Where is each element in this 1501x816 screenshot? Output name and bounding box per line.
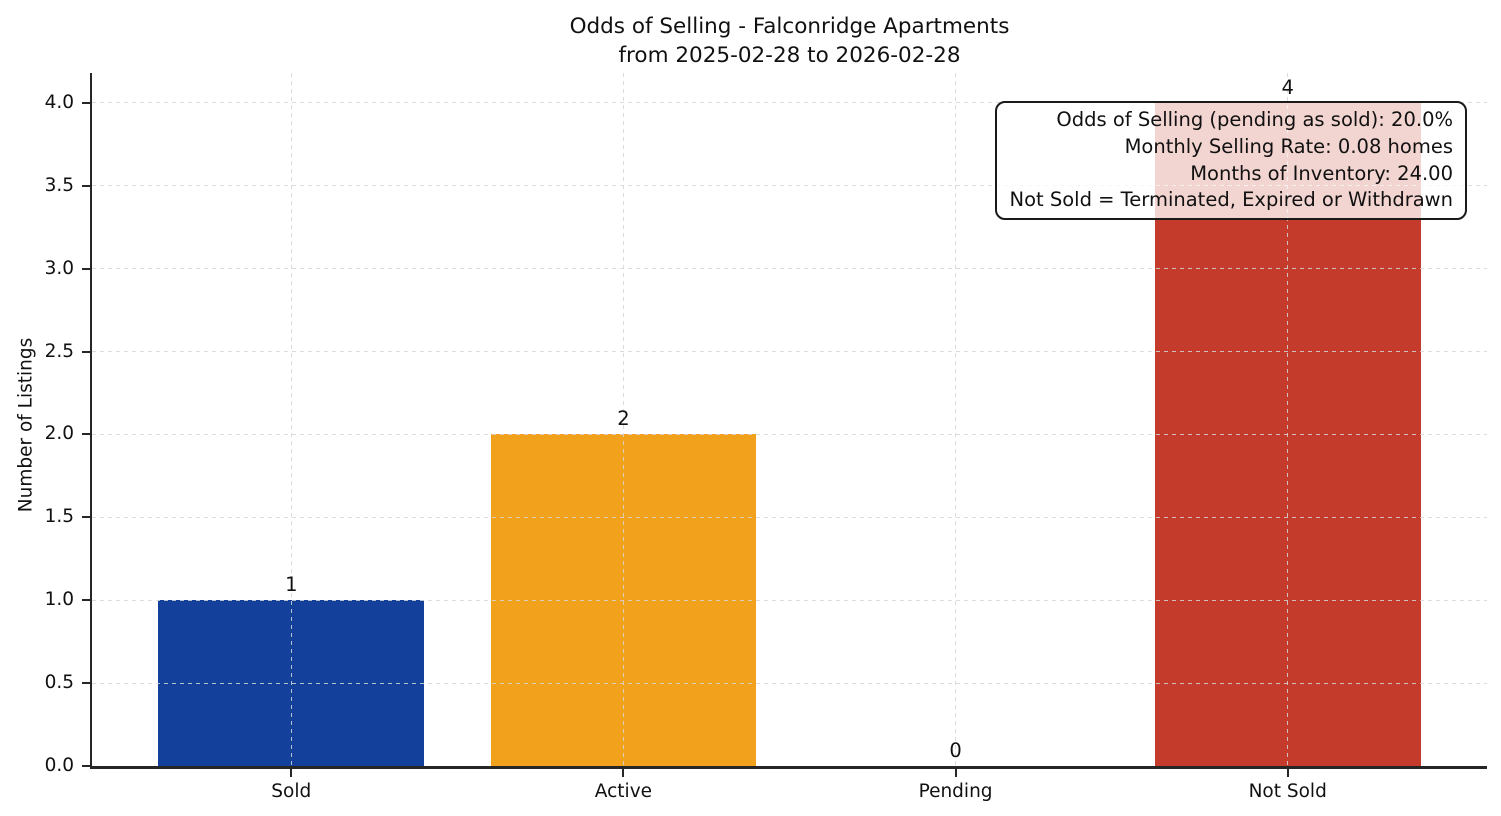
- chart-title: Odds of Selling - Falconridge Apartments…: [92, 12, 1487, 70]
- y-tick-label: 4.0: [44, 91, 74, 113]
- annotation-months-of-inventory: Months of Inventory: 24.00: [1190, 161, 1453, 185]
- gridline-horizontal: [92, 102, 1487, 104]
- y-tick: [82, 433, 90, 436]
- bar-value-label: 1: [285, 573, 298, 597]
- x-tick: [954, 769, 957, 777]
- y-tick-label: 0.5: [44, 672, 74, 694]
- y-tick: [82, 101, 90, 104]
- gridline-horizontal: [92, 268, 1487, 270]
- x-tick: [290, 769, 293, 777]
- y-tick: [82, 765, 90, 767]
- y-tick-label: 3.5: [44, 174, 74, 196]
- x-tick: [1286, 769, 1289, 777]
- y-tick: [82, 184, 90, 187]
- y-tick-label: 2.0: [44, 423, 74, 445]
- y-tick-label: 1.0: [44, 589, 74, 611]
- y-tick-label: 0.0: [44, 755, 74, 776]
- gridline-horizontal: [92, 516, 1487, 518]
- y-tick-label: 1.5: [44, 506, 74, 528]
- plot-area: Odds of Selling (pending as sold): 20.0%…: [92, 73, 1487, 766]
- x-tick: [622, 769, 625, 777]
- y-axis-spine: [90, 73, 92, 769]
- x-tick-label: Not Sold: [1248, 781, 1327, 802]
- annotation-not-sold-definition: Not Sold = Terminated, Expired or Withdr…: [1009, 188, 1453, 212]
- bar-value-label: 2: [617, 407, 630, 431]
- x-tick-label: Sold: [271, 781, 312, 802]
- gridline-vertical: [290, 73, 292, 766]
- x-tick-label: Pending: [918, 781, 993, 802]
- gridline-horizontal: [92, 433, 1487, 435]
- bar-value-label: 0: [949, 739, 962, 762]
- y-tick-label: 3.0: [44, 257, 74, 279]
- gridline-vertical: [622, 73, 624, 766]
- y-tick: [82, 267, 90, 270]
- gridline-horizontal: [92, 682, 1487, 684]
- annotation-monthly-selling-rate: Monthly Selling Rate: 0.08 homes: [1124, 134, 1453, 158]
- y-tick: [82, 682, 90, 685]
- gridline-horizontal: [92, 599, 1487, 601]
- gridline-vertical: [955, 73, 957, 766]
- y-tick: [82, 599, 90, 602]
- x-tick-label: Active: [594, 781, 653, 802]
- gridline-horizontal: [92, 351, 1487, 353]
- y-tick-label: 2.5: [44, 340, 74, 362]
- gridline-horizontal: [92, 185, 1487, 187]
- y-tick: [82, 516, 90, 519]
- annotation-odds-of-selling: Odds of Selling (pending as sold): 20.0%: [1056, 108, 1453, 131]
- stats-annotation-box: Odds of Selling (pending as sold): 20.0%…: [995, 101, 1467, 221]
- gridline-vertical: [1287, 73, 1289, 766]
- bar-value-label: 4: [1281, 75, 1294, 99]
- y-tick: [82, 350, 90, 353]
- chart-title-line: Odds of Selling - Falconridge Apartments: [569, 14, 1010, 39]
- chart-subtitle: from 2025-02-28 to 2026-02-28: [618, 43, 961, 68]
- x-axis-spine: [90, 766, 1487, 769]
